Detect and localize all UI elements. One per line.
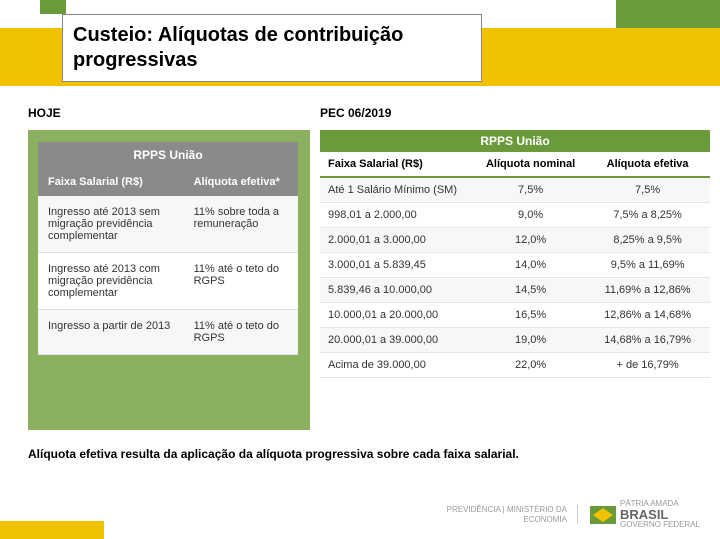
flag-icon bbox=[590, 506, 616, 524]
ministry-line: PREVIDÊNCIA bbox=[447, 505, 501, 514]
brasil-logo: PÁTRIA AMADA BRASIL GOVERNO FEDERAL bbox=[590, 500, 700, 529]
cell-aliquota: 11% até o teto do RGPS bbox=[184, 253, 298, 309]
cell-faixa: Ingresso até 2013 com migração previdênc… bbox=[38, 253, 184, 309]
cell-nominal: 14,5% bbox=[476, 278, 585, 302]
table-hoje-header: Faixa Salarial (R$) Alíquota efetiva* bbox=[38, 168, 298, 196]
table-row: Ingresso até 2013 sem migração previdênc… bbox=[38, 196, 298, 253]
table-row: Até 1 Salário Mínimo (SM)7,5%7,5% bbox=[320, 178, 710, 203]
cell-faixa: Até 1 Salário Mínimo (SM) bbox=[320, 178, 476, 202]
table-pec-title: RPPS União bbox=[320, 130, 710, 152]
tables-area: RPPS União Faixa Salarial (R$) Alíquota … bbox=[0, 130, 720, 430]
table-row: 10.000,01 a 20.000,0016,5%12,86% a 14,68… bbox=[320, 303, 710, 328]
cell-efetiva: 8,25% a 9,5% bbox=[585, 228, 710, 252]
cell-nominal: 9,0% bbox=[476, 203, 585, 227]
footnote: Alíquota efetiva resulta da aplicação da… bbox=[28, 447, 692, 461]
label-pec: PEC 06/2019 bbox=[320, 106, 391, 120]
cell-efetiva: 7,5% bbox=[585, 178, 710, 202]
label-hoje: HOJE bbox=[28, 106, 61, 120]
table-pec: RPPS União Faixa Salarial (R$) Alíquota … bbox=[320, 130, 710, 378]
cell-nominal: 22,0% bbox=[476, 353, 585, 377]
th-faixa: Faixa Salarial (R$) bbox=[320, 152, 476, 176]
cell-nominal: 16,5% bbox=[476, 303, 585, 327]
green-accent-small bbox=[40, 0, 66, 14]
cell-faixa: 2.000,01 a 3.000,00 bbox=[320, 228, 476, 252]
table-row: 20.000,01 a 39.000,0019,0%14,68% a 16,79… bbox=[320, 328, 710, 353]
ministry-line: ECONOMIA bbox=[523, 515, 567, 524]
cell-faixa: Ingresso a partir de 2013 bbox=[38, 310, 184, 354]
cell-faixa: Acima de 39.000,00 bbox=[320, 353, 476, 377]
slide-header: Custeio: Alíquotas de contribuição progr… bbox=[0, 0, 720, 96]
ministry-line: MINISTÉRIO DA bbox=[507, 505, 567, 514]
cell-faixa: 5.839,46 a 10.000,00 bbox=[320, 278, 476, 302]
table-row: Ingresso a partir de 201311% até o teto … bbox=[38, 310, 298, 355]
ministry-logo-text: PREVIDÊNCIA | MINISTÉRIO DA ECONOMIA bbox=[447, 505, 578, 524]
cell-efetiva: 14,68% a 16,79% bbox=[585, 328, 710, 352]
cell-nominal: 14,0% bbox=[476, 253, 585, 277]
cell-aliquota: 11% sobre toda a remuneração bbox=[184, 196, 298, 252]
cell-efetiva: 12,86% a 14,68% bbox=[585, 303, 710, 327]
cell-efetiva: 9,5% a 11,69% bbox=[585, 253, 710, 277]
table-row: 998,01 a 2.000,009,0%7,5% a 8,25% bbox=[320, 203, 710, 228]
table-hoje: RPPS União Faixa Salarial (R$) Alíquota … bbox=[38, 142, 298, 355]
th-nominal: Alíquota nominal bbox=[476, 152, 585, 176]
cell-nominal: 19,0% bbox=[476, 328, 585, 352]
th-aliquota: Alíquota efetiva* bbox=[184, 168, 298, 196]
yellow-accent-bottom-left bbox=[0, 521, 104, 539]
cell-efetiva: 11,69% a 12,86% bbox=[585, 278, 710, 302]
table-hoje-title: RPPS União bbox=[38, 142, 298, 168]
cell-nominal: 12,0% bbox=[476, 228, 585, 252]
green-accent-top-right bbox=[616, 0, 720, 28]
th-faixa: Faixa Salarial (R$) bbox=[38, 168, 184, 196]
table-row: 3.000,01 a 5.839,4514,0%9,5% a 11,69% bbox=[320, 253, 710, 278]
table-row: 5.839,46 a 10.000,0014,5%11,69% a 12,86% bbox=[320, 278, 710, 303]
cell-faixa: 20.000,01 a 39.000,00 bbox=[320, 328, 476, 352]
table-row: Acima de 39.000,0022,0%+ de 16,79% bbox=[320, 353, 710, 378]
cell-efetiva: + de 16,79% bbox=[585, 353, 710, 377]
cell-faixa: Ingresso até 2013 sem migração previdênc… bbox=[38, 196, 184, 252]
cell-faixa: 10.000,01 a 20.000,00 bbox=[320, 303, 476, 327]
brasil-sub: GOVERNO FEDERAL bbox=[620, 521, 700, 529]
cell-faixa: 998,01 a 2.000,00 bbox=[320, 203, 476, 227]
table-row: Ingresso até 2013 com migração previdênc… bbox=[38, 253, 298, 310]
cell-efetiva: 7,5% a 8,25% bbox=[585, 203, 710, 227]
table-pec-header: Faixa Salarial (R$) Alíquota nominal Alí… bbox=[320, 152, 710, 178]
slide-title: Custeio: Alíquotas de contribuição progr… bbox=[73, 23, 471, 73]
footer-logos: PREVIDÊNCIA | MINISTÉRIO DA ECONOMIA PÁT… bbox=[447, 500, 700, 529]
title-box: Custeio: Alíquotas de contribuição progr… bbox=[62, 14, 482, 82]
comparison-labels: HOJE PEC 06/2019 bbox=[0, 106, 720, 130]
cell-aliquota: 11% até o teto do RGPS bbox=[184, 310, 298, 354]
th-efetiva: Alíquota efetiva bbox=[585, 152, 710, 176]
table-row: 2.000,01 a 3.000,0012,0%8,25% a 9,5% bbox=[320, 228, 710, 253]
cell-nominal: 7,5% bbox=[476, 178, 585, 202]
cell-faixa: 3.000,01 a 5.839,45 bbox=[320, 253, 476, 277]
slide-footer: PREVIDÊNCIA | MINISTÉRIO DA ECONOMIA PÁT… bbox=[0, 479, 720, 539]
brasil-logo-text: PÁTRIA AMADA BRASIL GOVERNO FEDERAL bbox=[620, 500, 700, 529]
